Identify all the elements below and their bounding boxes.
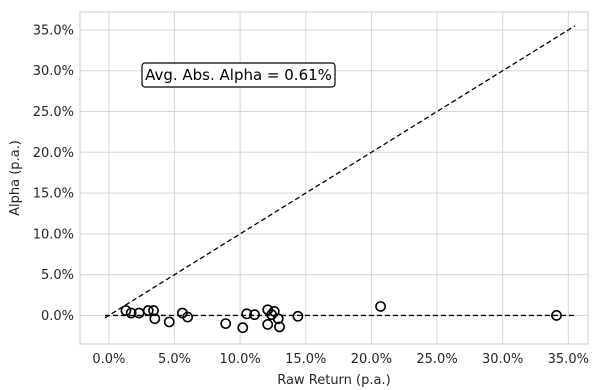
- y-tick-label: 35.0%: [33, 23, 74, 38]
- data-point: [249, 309, 260, 321]
- y-tick-label: 0.0%: [41, 309, 74, 324]
- data-point: [274, 321, 285, 333]
- data-point: [148, 305, 159, 316]
- y-tick-label: 15.0%: [33, 187, 74, 202]
- x-tick-label: 0.0%: [92, 352, 125, 367]
- data-point: [220, 318, 232, 330]
- data-points: [120, 301, 562, 334]
- data-point: [551, 310, 562, 321]
- data-point: [142, 305, 154, 316]
- y-tick-label: 25.0%: [33, 105, 74, 120]
- data-point: [182, 311, 194, 323]
- data-point: [149, 313, 161, 325]
- data-point: [237, 322, 249, 334]
- data-point: [375, 301, 386, 312]
- grid: [80, 12, 588, 344]
- reference-lines: [104, 25, 576, 319]
- x-tick-labels: 0.0% 5.0% 10.0% 15.0% 20.0% 25.0% 30.0% 35.0%: [92, 352, 589, 367]
- data-point: [125, 307, 137, 319]
- annotation-box: Avg. Abs. Alpha = 0.61%: [141, 62, 336, 88]
- x-tick-label: 15.0%: [285, 352, 326, 367]
- y-tick-label: 30.0%: [33, 64, 74, 79]
- y-tick-label: 10.0%: [33, 227, 74, 242]
- identity-reference-line: [104, 25, 576, 319]
- x-tick-label: 35.0%: [548, 352, 589, 367]
- annotation-text: Avg. Abs. Alpha = 0.61%: [145, 66, 332, 84]
- data-point: [292, 310, 304, 322]
- y-tick-labels: 0.0% 5.0% 10.0% 15.0% 20.0% 25.0% 30.0% 35.0%: [33, 23, 74, 324]
- x-tick-label: 20.0%: [351, 352, 392, 367]
- data-point: [272, 313, 284, 325]
- data-point: [120, 305, 132, 316]
- data-point: [262, 319, 274, 330]
- x-tick-label: 30.0%: [482, 352, 523, 367]
- y-tick-label: 20.0%: [33, 146, 74, 161]
- y-axis-label: Alpha (p.a.): [8, 140, 23, 216]
- data-point: [163, 316, 175, 328]
- x-tick-label: 25.0%: [416, 352, 457, 367]
- data-point: [241, 308, 253, 320]
- x-tick-label: 5.0%: [158, 352, 191, 367]
- y-tick-label: 5.0%: [41, 268, 74, 283]
- plot-area: [79, 11, 589, 345]
- x-tick-label: 10.0%: [219, 352, 260, 367]
- x-axis-label: Raw Return (p.a.): [277, 373, 390, 388]
